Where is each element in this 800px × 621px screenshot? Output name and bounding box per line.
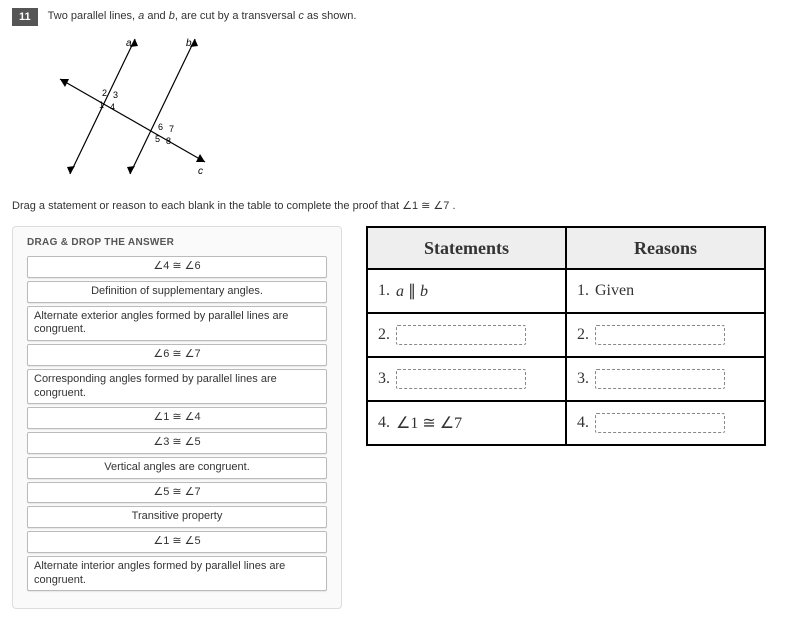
drag-option[interactable]: ∠1 ≅ ∠4 [27,407,327,429]
qtext-mid1: and [144,10,168,22]
proof-table: Statements Reasons 1.a ∥ b1.Given2.2.3.3… [366,226,766,446]
label-a: a [126,38,132,49]
work-area: DRAG & DROP THE ANSWER ∠4 ≅ ∠6 Definition… [12,226,788,609]
reason-drop-slot[interactable] [595,369,725,389]
instr-post: . [449,200,455,212]
options-container: ∠4 ≅ ∠6 Definition of supplementary angle… [27,256,327,591]
reason-cell: 4. [566,401,765,445]
drag-option[interactable]: Transitive property [27,506,327,528]
drag-option[interactable]: ∠1 ≅ ∠5 [27,531,327,553]
transversal-svg: a b c 2 3 1 4 6 7 5 8 [40,34,220,184]
table-row: 2. 2. [367,313,765,357]
angle-6: 6 [158,122,163,132]
table-row: 4. ∠1 ≅ ∠7 4. [367,401,765,445]
reason-drop-slot[interactable] [595,413,725,433]
label-c: c [198,166,203,177]
reason-number: 2. [577,326,589,344]
question-number: 11 [12,8,38,26]
reason-number: 3. [577,370,589,388]
drag-option[interactable]: Definition of supplementary angles. [27,281,327,303]
qtext-mid2: , are cut by a transversal [175,10,299,22]
drag-option[interactable]: Alternate interior angles formed by para… [27,556,327,592]
qtext-pre: Two parallel lines, [48,10,139,22]
angle-2: 2 [102,88,107,98]
qtext-post: as shown. [304,10,357,22]
statement-drop-slot[interactable] [396,369,526,389]
col-statements: Statements [367,227,566,269]
statement-text: ∠1 ≅ ∠7 [396,413,462,433]
statement-number: 2. [378,326,390,344]
statement-cell: 3. [367,357,566,401]
question-text: Two parallel lines, a and b, are cut by … [48,8,357,22]
angle-1: 1 [99,100,104,110]
reason-drop-slot[interactable] [595,325,725,345]
angle-4: 4 [110,102,115,112]
reason-number: 1. [577,282,589,300]
table-row: 1. a ∥ b 1. Given [367,269,765,313]
figure-diagram: a b c 2 3 1 4 6 7 5 8 [40,34,788,187]
statement-cell: 1. a ∥ b [367,269,566,313]
statement-number: 4. [378,414,390,432]
reason-cell: 3. [566,357,765,401]
angle-7: 7 [169,124,174,134]
angle-3: 3 [113,90,118,100]
reason-cell: 1. Given [566,269,765,313]
statement-drop-slot[interactable] [396,325,526,345]
table-row: 3. 3. [367,357,765,401]
statement-cell: 2. [367,313,566,357]
col-reasons: Reasons [566,227,765,269]
drag-drop-panel: DRAG & DROP THE ANSWER ∠4 ≅ ∠6 Definition… [12,226,342,609]
drag-drop-title: DRAG & DROP THE ANSWER [27,237,327,248]
reason-cell: 2. [566,313,765,357]
drag-option[interactable]: ∠3 ≅ ∠5 [27,432,327,454]
label-b: b [186,38,192,49]
drag-option[interactable]: Corresponding angles formed by parallel … [27,369,327,405]
statement-cell: 4. ∠1 ≅ ∠7 [367,401,566,445]
drag-option[interactable]: ∠4 ≅ ∠6 [27,256,327,278]
reason-number: 4. [577,414,589,432]
drag-option[interactable]: ∠6 ≅ ∠7 [27,344,327,366]
drag-option[interactable]: Alternate exterior angles formed by para… [27,306,327,342]
drag-option[interactable]: Vertical angles are congruent. [27,457,327,479]
drag-option[interactable]: ∠5 ≅ ∠7 [27,482,327,504]
angle-8: 8 [166,136,171,146]
instr-pre: Drag a statement or reason to each blank… [12,200,402,212]
question-header: 11 Two parallel lines, a and b, are cut … [12,8,788,26]
instruction-text: Drag a statement or reason to each blank… [12,199,788,212]
reason-text: Given [595,282,634,300]
statement-text: a ∥ b [396,281,428,301]
statement-number: 1. [378,282,390,300]
angle-5: 5 [155,134,160,144]
statement-number: 3. [378,370,390,388]
instr-expr: ∠1 ≅ ∠7 [402,200,449,212]
